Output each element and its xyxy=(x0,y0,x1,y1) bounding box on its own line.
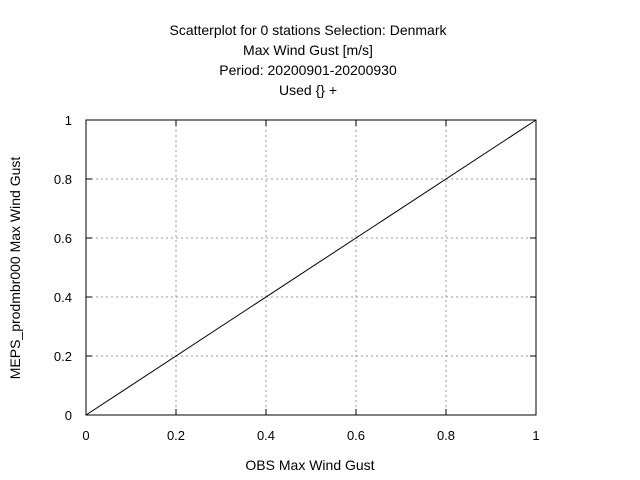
x-tick-label: 1 xyxy=(532,428,539,443)
tick-labels: 0 0.2 0.4 0.6 0.8 1 0 0.2 0.4 0.6 0.8 1 xyxy=(54,113,540,443)
reference-line xyxy=(85,119,537,416)
title-line-3: Period: 20200901-20200930 xyxy=(219,62,397,78)
x-tick-label: 0.8 xyxy=(437,428,455,443)
y-tick-label: 0.8 xyxy=(54,172,72,187)
x-axis-label: OBS Max Wind Gust xyxy=(245,457,374,473)
title-line-1: Scatterplot for 0 stations Selection: De… xyxy=(169,22,447,38)
y-tick-label: 0.2 xyxy=(54,349,72,364)
y-tick-label: 0.6 xyxy=(54,231,72,246)
y-tick-label: 0 xyxy=(65,408,72,423)
x-tick-label: 0 xyxy=(82,428,89,443)
x-tick-label: 0.2 xyxy=(167,428,185,443)
chart-title: Scatterplot for 0 stations Selection: De… xyxy=(169,22,447,98)
x-tick-label: 0.6 xyxy=(347,428,365,443)
plot-frame xyxy=(85,119,537,416)
title-line-4: Used {} + xyxy=(279,82,337,98)
x-tick-label: 0.4 xyxy=(257,428,275,443)
grid-lines xyxy=(86,120,536,415)
y-tick-label: 1 xyxy=(65,113,72,128)
y-tick-label: 0.4 xyxy=(54,290,72,305)
y-axis-label: MEPS_prodmbr000 Max Wind Gust xyxy=(7,157,23,380)
title-line-2: Max Wind Gust [m/s] xyxy=(243,42,373,58)
